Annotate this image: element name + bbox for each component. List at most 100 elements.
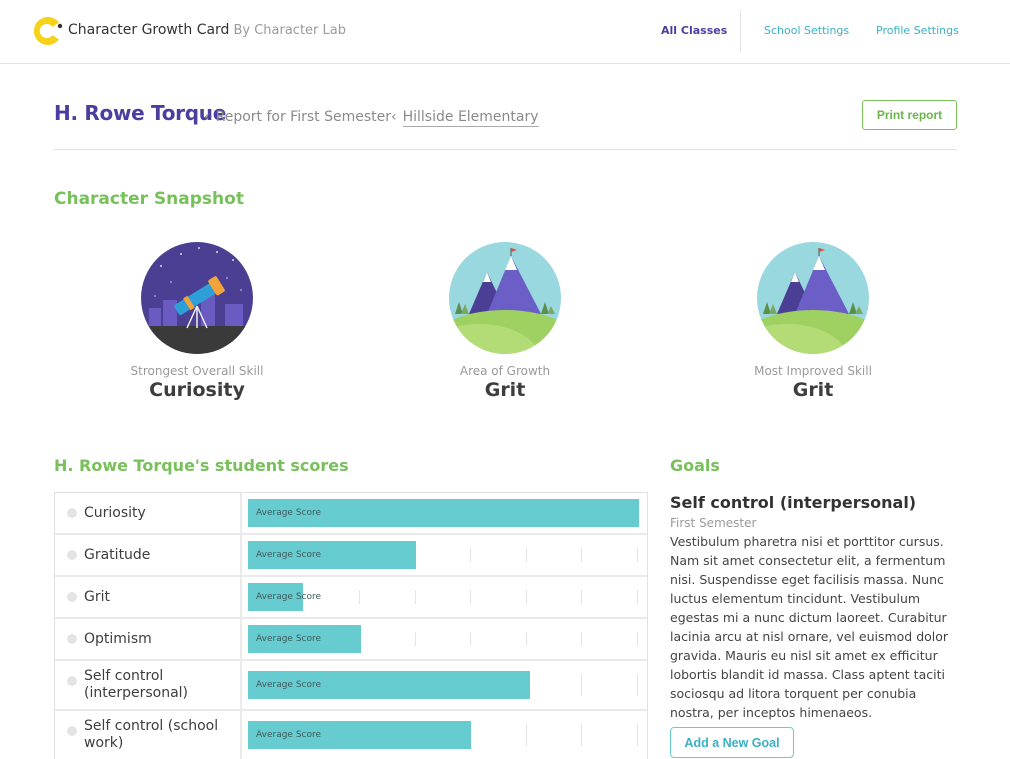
score-row[interactable]: Self control (interpersonal) Average Scor…: [55, 661, 647, 711]
breadcrumb-school[interactable]: ‹ Hillside Elementary: [391, 109, 539, 127]
score-indicator-dot: [67, 508, 77, 518]
average-score-label: Average Score: [256, 508, 322, 518]
score-skill-cell: Curiosity: [55, 493, 242, 533]
nav-profile-settings[interactable]: Profile Settings: [876, 24, 959, 37]
average-score-label: Average Score: [256, 730, 322, 740]
snapshot-card-improved: Most Improved Skill Grit: [703, 242, 923, 401]
score-skill-cell: Self control (school work): [55, 711, 242, 759]
brand-title: Character Growth Card By Character Lab: [68, 22, 346, 38]
snapshot-caption: Area of Growth: [459, 364, 551, 378]
score-row[interactable]: Self control (school work) Average Score: [55, 711, 647, 759]
grid-line: [581, 632, 582, 646]
score-skill-cell: Optimism: [55, 619, 242, 659]
grid-line: [359, 590, 360, 604]
score-indicator-dot: [67, 676, 77, 686]
divider: [54, 149, 957, 150]
nav-divider: [740, 10, 741, 52]
score-bar-cell: Average Score: [242, 535, 647, 575]
app-name: Character Growth Card: [68, 22, 230, 38]
grid-line: [581, 548, 582, 562]
grid-line: [526, 548, 527, 562]
score-row[interactable]: Optimism Average Score: [55, 619, 647, 661]
score-indicator-dot: [67, 634, 77, 644]
score-skill-label: Self control (interpersonal): [84, 668, 189, 701]
average-score-bar[interactable]: [248, 721, 471, 749]
snapshot-card-growth: Area of Growth Grit: [395, 242, 615, 401]
breadcrumb-report: ‹ Report for First Semester: [204, 109, 391, 125]
grid-line: [470, 590, 471, 604]
average-score-bar[interactable]: [248, 499, 639, 527]
nav-school-settings[interactable]: School Settings: [764, 24, 850, 37]
average-score-label: Average Score: [256, 592, 322, 602]
mountain-illustration: [757, 242, 869, 354]
grid-line: [415, 632, 416, 646]
grid-line: [470, 632, 471, 646]
chevron-left-icon: ‹: [204, 109, 210, 125]
breadcrumb-school-label[interactable]: Hillside Elementary: [402, 109, 539, 127]
snapshot-caption: Most Improved Skill: [754, 364, 872, 378]
goal-term: First Semester: [670, 516, 757, 530]
average-score-bar[interactable]: [248, 671, 530, 699]
snapshot-caption: Strongest Overall Skill: [130, 364, 264, 378]
score-skill-label: Curiosity: [84, 504, 146, 521]
grid-line: [637, 548, 638, 562]
score-bar-cell: Average Score: [242, 711, 647, 759]
grid-line: [581, 590, 582, 604]
mountain-illustration: [449, 242, 561, 354]
score-table: Curiosity Average Score Gratitude Average S…: [54, 492, 648, 759]
score-bar-cell: Average Score: [242, 577, 647, 617]
nav-all-classes[interactable]: All Classes: [661, 24, 728, 37]
average-score-label: Average Score: [256, 550, 322, 560]
score-row[interactable]: Gratitude Average Score: [55, 535, 647, 577]
score-skill-label: Self control (school work): [84, 718, 219, 751]
top-navbar: Character Growth Card By Character Lab Al…: [0, 0, 1010, 64]
grid-line: [526, 632, 527, 646]
score-indicator-dot: [67, 592, 77, 602]
average-score-bar[interactable]: [248, 583, 303, 611]
goal-title: Self control (interpersonal): [670, 493, 917, 512]
score-row[interactable]: Grit Average Score: [55, 577, 647, 619]
grid-line: [637, 632, 638, 646]
average-score-bar[interactable]: [248, 625, 361, 653]
grid-line: [470, 548, 471, 562]
grid-line: [637, 590, 638, 604]
character-lab-logo[interactable]: [30, 13, 66, 49]
grid-line: [637, 674, 638, 696]
score-skill-cell: Gratitude: [55, 535, 242, 575]
character-snapshot-heading: Character Snapshot: [54, 189, 244, 209]
score-bar-cell: Average Score: [242, 619, 647, 659]
score-skill-cell: Self control (interpersonal): [55, 661, 242, 709]
grid-line: [637, 724, 638, 746]
score-bar-cell: Average Score: [242, 661, 647, 709]
snapshot-card-strongest: Strongest Overall Skill Curiosity: [87, 242, 307, 401]
telescope-night-illustration: [141, 242, 253, 354]
add-new-goal-button[interactable]: Add a New Goal: [670, 727, 794, 758]
score-skill-cell: Grit: [55, 577, 242, 617]
snapshot-value: Grit: [792, 379, 834, 401]
student-name-title: H. Rowe Torque: [54, 101, 226, 125]
print-report-button[interactable]: Print report: [862, 100, 957, 130]
score-skill-label: Gratitude: [84, 546, 151, 563]
average-score-bar[interactable]: [248, 541, 416, 569]
grid-line: [415, 590, 416, 604]
score-indicator-dot: [67, 726, 77, 736]
snapshot-value: Curiosity: [149, 379, 245, 401]
score-row[interactable]: Curiosity Average Score: [55, 493, 647, 535]
breadcrumb-report-label: Report for First Semester: [215, 109, 391, 125]
score-bar-cell: Average Score: [242, 493, 647, 533]
score-indicator-dot: [67, 550, 77, 560]
app-byline: By Character Lab: [233, 23, 346, 38]
grid-line: [526, 590, 527, 604]
student-scores-heading: H. Rowe Torque's student scores: [54, 456, 349, 475]
average-score-label: Average Score: [256, 634, 322, 644]
grid-line: [581, 724, 582, 746]
grid-line: [526, 724, 527, 746]
score-skill-label: Optimism: [84, 630, 152, 647]
goal-description: Vestibulum pharetra nisi et porttitor cu…: [670, 534, 949, 720]
snapshot-value: Grit: [484, 379, 526, 401]
average-score-label: Average Score: [256, 680, 322, 690]
grid-line: [581, 674, 582, 696]
goals-heading: Goals: [670, 456, 720, 475]
score-skill-label: Grit: [84, 588, 110, 605]
chevron-left-icon: ‹: [391, 109, 397, 125]
